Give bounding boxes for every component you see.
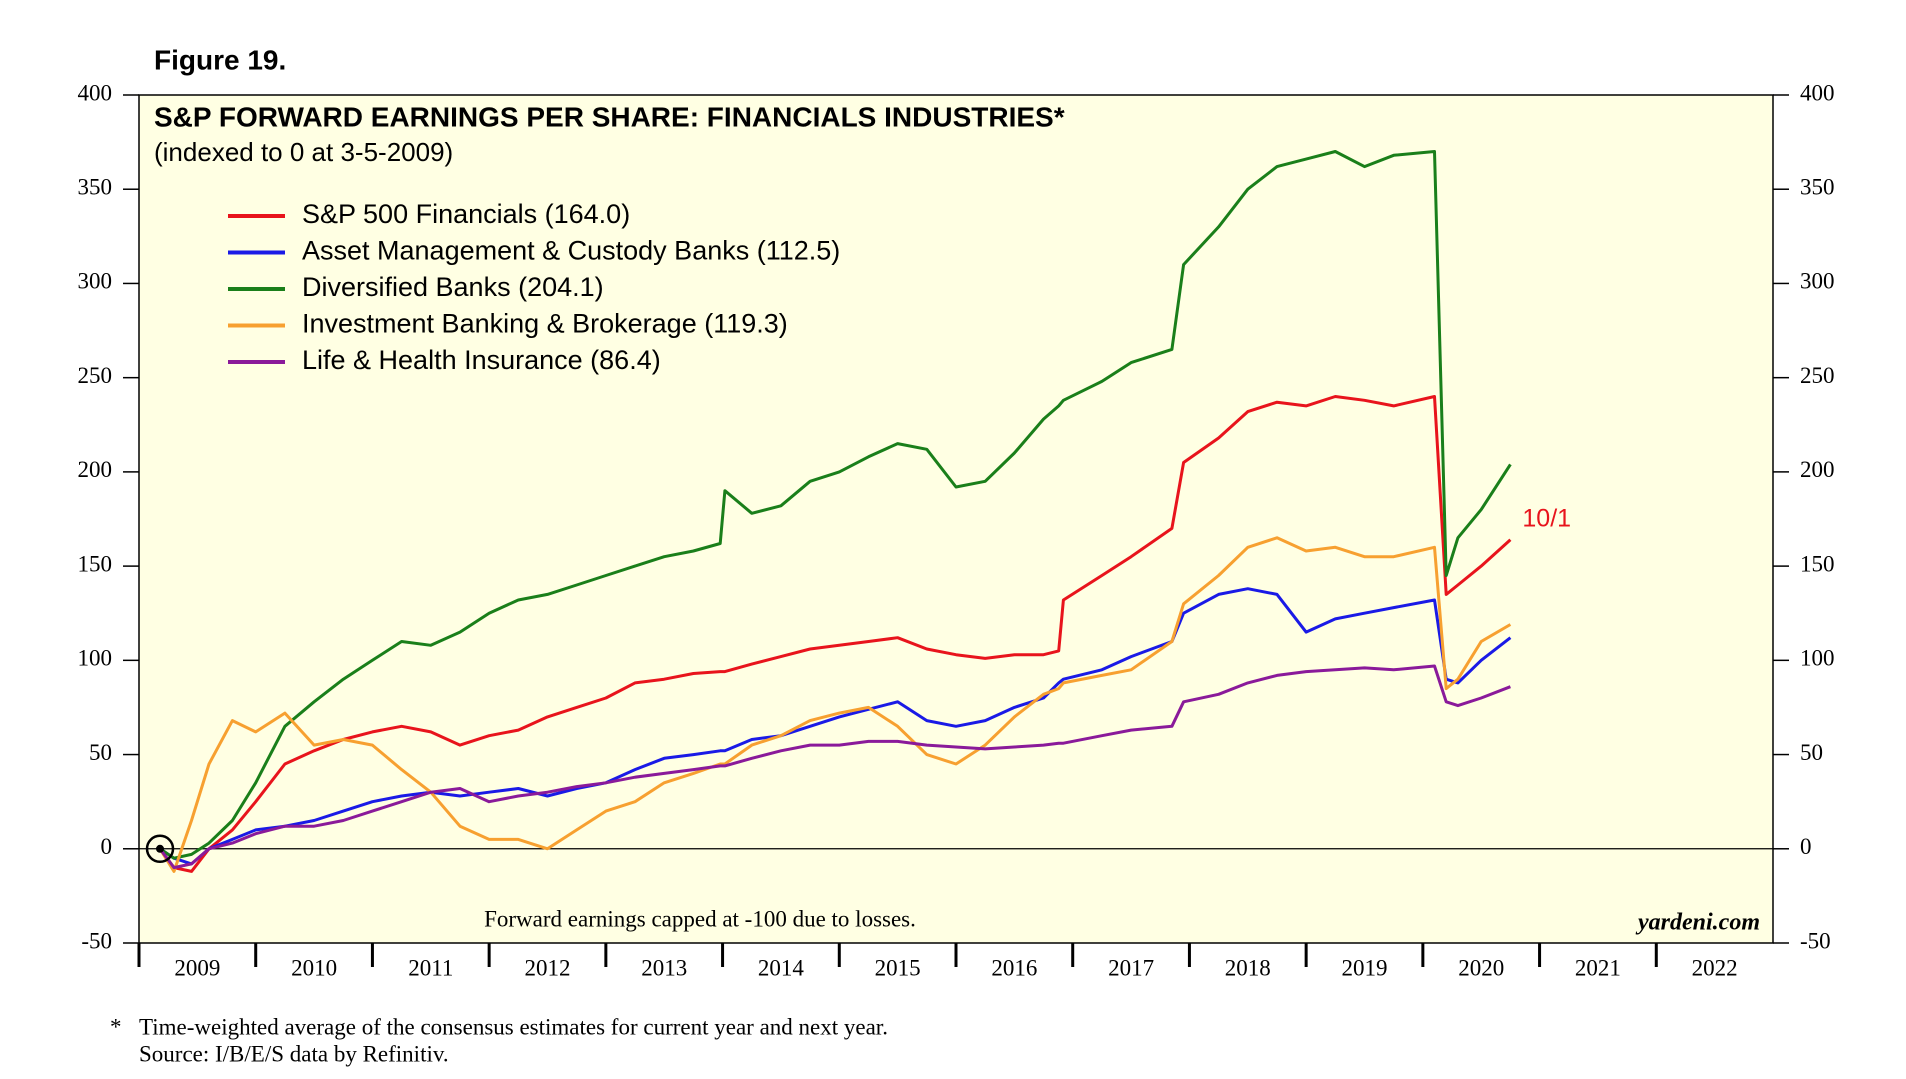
series-line xyxy=(158,395,1512,873)
x-tick-label: 2019 xyxy=(1342,955,1388,980)
note: Forward earnings capped at -100 due to l… xyxy=(484,906,916,931)
y-tick-label: 100 xyxy=(78,646,113,671)
y-tick-label: 200 xyxy=(78,457,113,482)
x-tick-label: 2020 xyxy=(1458,955,1504,980)
x-tick-label: 2021 xyxy=(1575,955,1621,980)
legend-label: Diversified Banks (204.1) xyxy=(302,272,604,302)
y2-tick-label: 150 xyxy=(1800,551,1835,576)
legend-label: S&P 500 Financials (164.0) xyxy=(302,199,630,229)
series-line xyxy=(159,150,1512,860)
y2-tick-label: 0 xyxy=(1800,834,1812,859)
chart-subtitle: (indexed to 0 at 3-5-2009) xyxy=(154,137,453,167)
legend-label: Investment Banking & Brokerage (119.3) xyxy=(302,309,788,339)
y-tick-label: 50 xyxy=(89,740,112,765)
origin-dot xyxy=(156,844,165,853)
figure-label: Figure 19. xyxy=(154,44,286,75)
y-tick-label: 0 xyxy=(101,834,113,859)
y2-tick-label: 100 xyxy=(1800,646,1835,671)
x-tick-label: 2017 xyxy=(1108,955,1154,980)
legend-label: Asset Management & Custody Banks (112.5) xyxy=(302,236,840,266)
footnote-marker: * xyxy=(110,1014,122,1039)
plot-area xyxy=(138,94,1774,944)
x-tick-label: 2013 xyxy=(641,955,687,980)
footnote: Time-weighted average of the consensus e… xyxy=(139,1014,888,1039)
x-tick-label: 2009 xyxy=(174,955,220,980)
y-tick-label: 400 xyxy=(78,80,113,105)
brand: yardeni.com xyxy=(1635,910,1760,936)
y-tick-label: -50 xyxy=(81,928,112,953)
y-tick-label: 300 xyxy=(78,269,113,294)
y2-tick-label: 250 xyxy=(1800,363,1835,388)
series-line xyxy=(158,664,1511,870)
x-tick-label: 2010 xyxy=(291,955,337,980)
x-tick-label: 2018 xyxy=(1225,955,1271,980)
y2-tick-label: 350 xyxy=(1800,175,1835,200)
y2-tick-label: 300 xyxy=(1800,269,1835,294)
chart-title: S&P FORWARD EARNINGS PER SHARE: FINANCIA… xyxy=(154,101,1065,132)
x-tick-label: 2012 xyxy=(525,955,571,980)
origin-marker xyxy=(145,834,175,864)
x-tick-label: 2014 xyxy=(758,955,805,980)
x-tick-label: 2016 xyxy=(991,955,1037,980)
annotation: 10/1 xyxy=(1522,504,1571,532)
series-line xyxy=(158,536,1512,873)
y-tick-label: 250 xyxy=(78,363,113,388)
y-tick-label: 350 xyxy=(78,175,113,200)
y-tick-label: 150 xyxy=(78,551,113,576)
source: Source: I/B/E/S data by Refinitiv. xyxy=(139,1041,449,1066)
y2-tick-label: 200 xyxy=(1800,457,1835,482)
series-line xyxy=(159,587,1512,866)
legend-label: Life & Health Insurance (86.4) xyxy=(302,345,661,375)
x-tick-label: 2011 xyxy=(408,955,453,980)
y2-tick-label: 400 xyxy=(1800,80,1835,105)
x-tick-label: 2022 xyxy=(1692,955,1738,980)
x-tick-label: 2015 xyxy=(875,955,921,980)
y2-tick-label: -50 xyxy=(1800,928,1831,953)
y2-tick-label: 50 xyxy=(1800,740,1823,765)
